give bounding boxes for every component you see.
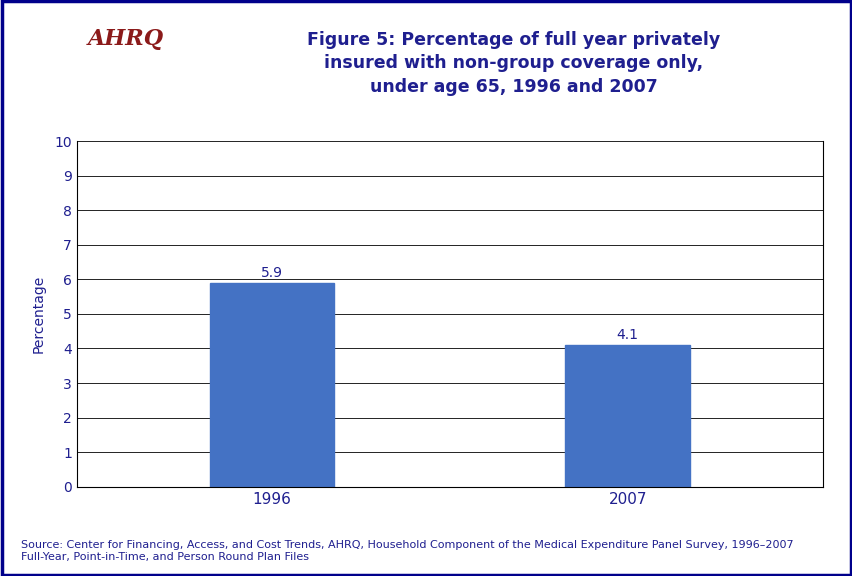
Text: ⚕: ⚕: [32, 51, 45, 75]
Text: AHRQ: AHRQ: [88, 28, 164, 50]
Text: Source: Center for Financing, Access, and Cost Trends, AHRQ, Household Component: Source: Center for Financing, Access, an…: [21, 540, 793, 562]
Text: Figure 5: Percentage of full year privately
insured with non-group coverage only: Figure 5: Percentage of full year privat…: [307, 31, 720, 96]
Text: 5.9: 5.9: [261, 266, 283, 280]
Y-axis label: Percentage: Percentage: [32, 275, 46, 353]
Text: Advancing
Excellence in
Health Care: Advancing Excellence in Health Care: [98, 65, 153, 94]
Bar: [210, 283, 334, 487]
Text: 4.1: 4.1: [616, 328, 638, 342]
Bar: [565, 345, 689, 487]
